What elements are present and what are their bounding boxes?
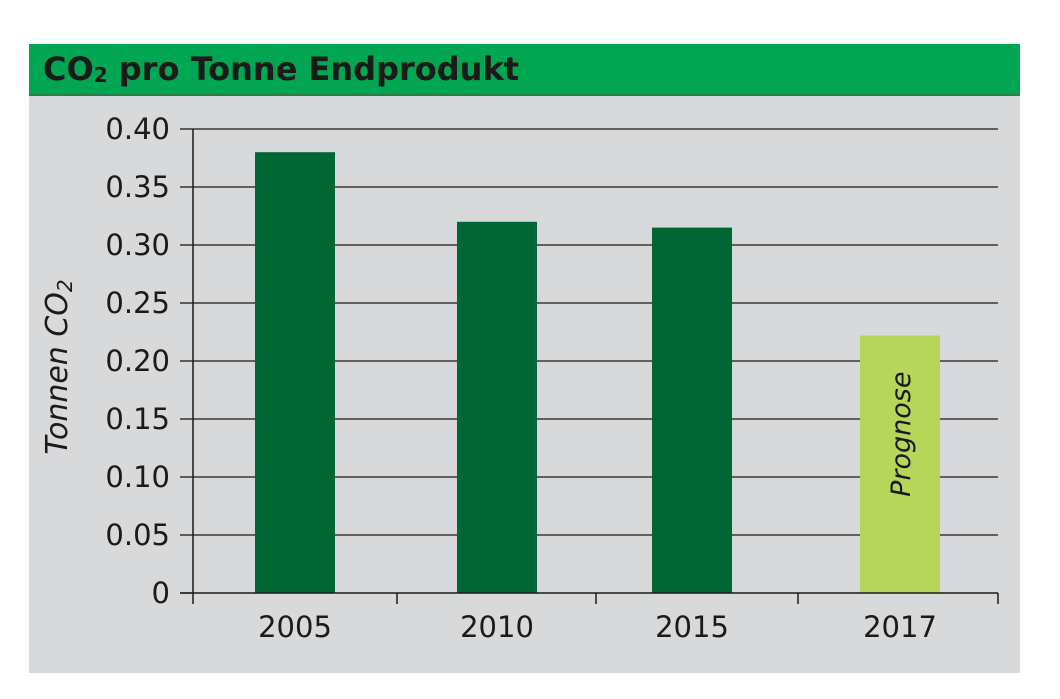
- bar-annotation-label: Prognose: [886, 372, 917, 497]
- chart-title: CO2 pro Tonne Endprodukt: [43, 50, 519, 94]
- bar-2017: [860, 335, 940, 593]
- y-tick-label: 0.35: [105, 170, 170, 204]
- axes: [180, 128, 999, 604]
- y-tick-label: 0.05: [105, 518, 170, 552]
- chart-title-rest: pro Tonne Endprodukt: [107, 50, 520, 88]
- bar-2010: [457, 221, 537, 594]
- y-axis-label-main: Tonnen CO: [40, 292, 75, 455]
- y-tick-labels: 0 0.05 0.10 0.15 0.20 0.25 0.30 0.35 0.40: [105, 112, 170, 610]
- y-axis-label: Tonnen CO2: [40, 279, 77, 454]
- y-axis-label-subscript: 2: [53, 279, 77, 292]
- y-tick-label: 0.25: [105, 286, 170, 320]
- bar-labels: Prognose: [886, 372, 917, 497]
- y-tick-label: 0.30: [105, 228, 170, 262]
- x-tick-label: 2015: [655, 610, 729, 644]
- y-tick-label: 0.20: [105, 344, 170, 378]
- x-tick-label: 2005: [258, 610, 332, 644]
- y-tick-label: 0.10: [105, 460, 170, 494]
- x-tick-labels: 2005 2010 2015 2017: [258, 610, 937, 644]
- chart-title-main: CO: [43, 50, 94, 88]
- x-tick-label: 2010: [460, 610, 534, 644]
- x-tick-label: 2017: [863, 610, 937, 644]
- chart-title-bar: CO2 pro Tonne Endprodukt: [29, 44, 1020, 96]
- y-tick-label: 0.15: [105, 402, 170, 436]
- chart-title-subscript: 2: [93, 63, 108, 87]
- y-tick-label: 0: [152, 576, 170, 610]
- y-tick-label: 0.40: [105, 112, 170, 146]
- bars: [255, 152, 940, 594]
- bar-2015: [652, 227, 732, 593]
- bar-2005: [255, 152, 335, 593]
